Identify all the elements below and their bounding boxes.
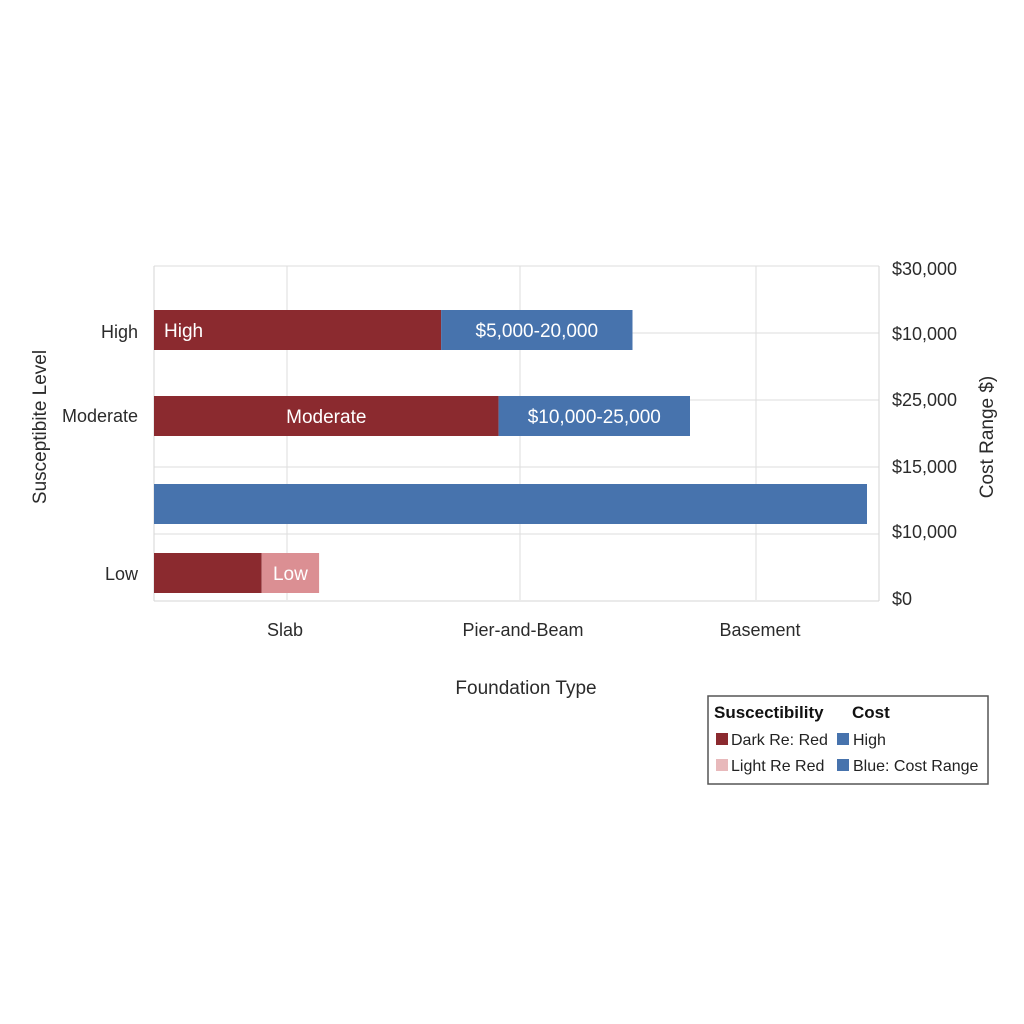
legend-label: Light Re Red [731,758,824,775]
left-axis-title: Susceptibite Level [30,350,51,504]
right-tick-label: $30,000 [892,259,957,279]
bar-label: $5,000-20,000 [476,321,599,342]
left-tick-label: Low [105,564,139,584]
bar-label: Moderate [286,407,366,428]
legend: Suscectibility Cost Dark Re: Red High Li… [707,695,989,785]
legend-label: High [853,732,886,749]
legend-label: Dark Re: Red [731,732,828,749]
susceptibility-bar-segment [154,553,262,593]
left-tick-label: High [101,322,138,342]
right-tick-labels: $30,000 $10,000 $25,000 $15,000 $10,000 … [892,259,957,609]
right-tick-label: $15,000 [892,457,957,477]
right-tick-label: $10,000 [892,324,957,344]
bar-label: Low [273,564,308,585]
cost-bar-segment [154,484,867,524]
bar-label: $10,000-25,000 [528,407,661,428]
susceptibility-bar-segment [261,553,320,593]
legend-swatch-dark-red [716,733,728,745]
susceptibility-bar-segment [154,396,499,436]
right-axis-title: Cost Range $) [977,376,998,499]
legend-swatch-light-red [716,759,728,771]
right-tick-label: $10,000 [892,522,957,542]
left-tick-labels: High Moderate Low [62,322,139,584]
x-axis-title: Foundation Type [455,678,596,699]
left-tick-label: Moderate [62,406,138,426]
cost-bar-segment [498,396,690,436]
legend-header-cost: Cost [852,703,890,722]
bar-label: High [164,321,203,342]
legend-swatch-blue [837,733,849,745]
susceptibility-bar-segment [154,310,442,350]
bars: High $5,000-20,000 Moderate $10,000-25,000 L… [154,310,867,593]
right-tick-label: $25,000 [892,390,957,410]
x-tick-label: Pier-and-Beam [462,620,583,640]
cost-bar-segment [441,310,633,350]
legend-header-susceptibility: Suscectibility [714,703,824,722]
x-tick-label: Basement [719,620,800,640]
legend-swatch-blue [837,759,849,771]
right-tick-label: $0 [892,589,912,609]
x-tick-label: Slab [267,620,303,640]
x-tick-labels: Slab Pier-and-Beam Basement [267,620,801,640]
legend-label: Blue: Cost Range [853,758,979,775]
